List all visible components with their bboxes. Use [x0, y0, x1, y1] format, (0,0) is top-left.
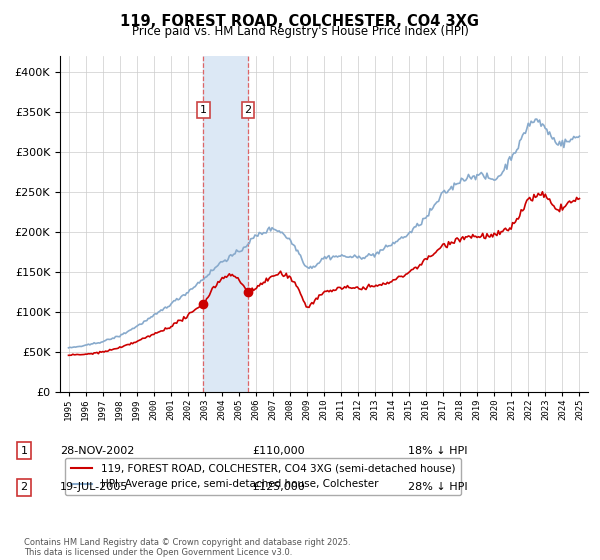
Text: £125,000: £125,000: [252, 482, 305, 492]
Text: 2: 2: [20, 482, 28, 492]
Text: 1: 1: [200, 105, 207, 115]
Text: 119, FOREST ROAD, COLCHESTER, CO4 3XG: 119, FOREST ROAD, COLCHESTER, CO4 3XG: [121, 14, 479, 29]
Text: Contains HM Land Registry data © Crown copyright and database right 2025.
This d: Contains HM Land Registry data © Crown c…: [24, 538, 350, 557]
Text: 2: 2: [244, 105, 251, 115]
Text: £110,000: £110,000: [252, 446, 305, 456]
Text: 1: 1: [20, 446, 28, 456]
Text: 19-JUL-2005: 19-JUL-2005: [60, 482, 128, 492]
Bar: [203, 56, 248, 392]
Text: 18% ↓ HPI: 18% ↓ HPI: [408, 446, 467, 456]
Legend: 119, FOREST ROAD, COLCHESTER, CO4 3XG (semi-detached house), HPI: Average price,: 119, FOREST ROAD, COLCHESTER, CO4 3XG (s…: [65, 458, 461, 496]
Text: 28-NOV-2002: 28-NOV-2002: [60, 446, 134, 456]
Text: Price paid vs. HM Land Registry's House Price Index (HPI): Price paid vs. HM Land Registry's House …: [131, 25, 469, 38]
Text: 28% ↓ HPI: 28% ↓ HPI: [408, 482, 467, 492]
